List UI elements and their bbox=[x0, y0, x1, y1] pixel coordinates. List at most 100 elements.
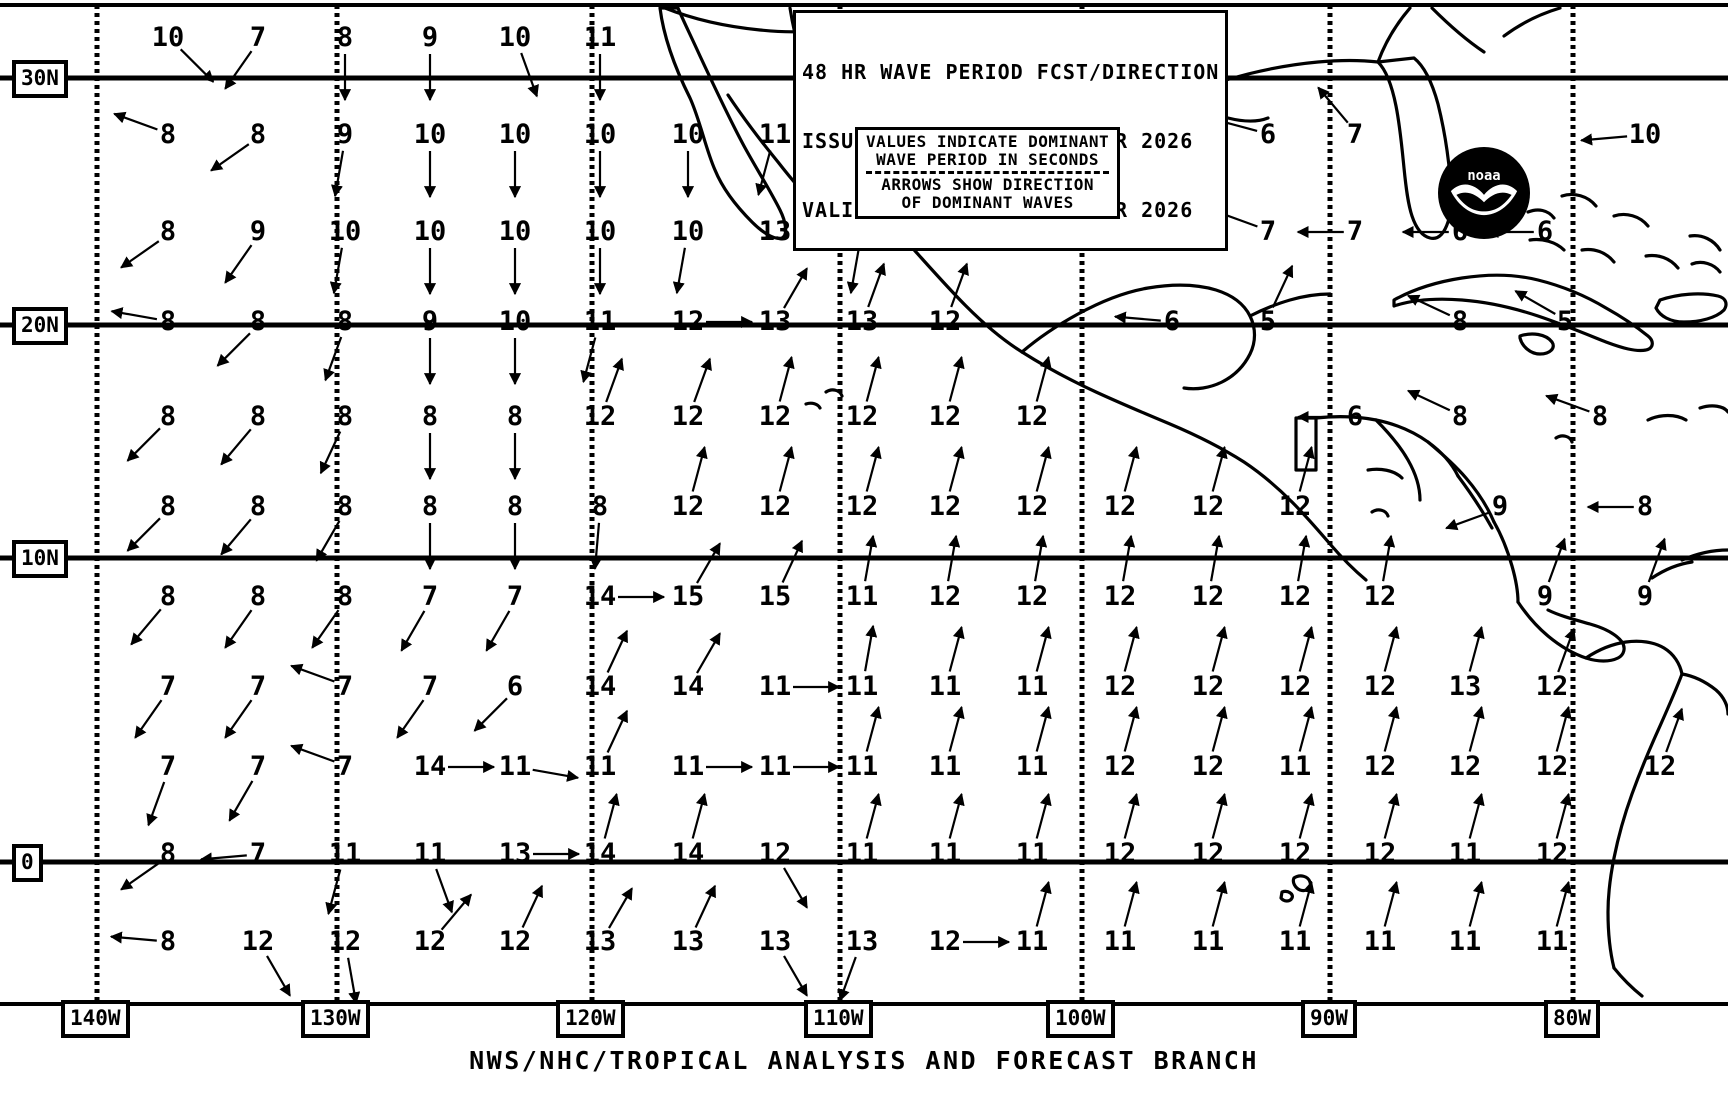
wave-direction-arrow bbox=[1297, 534, 1311, 582]
wave-period-value: 11 bbox=[1536, 926, 1569, 957]
header-title: 48 HR WAVE PERIOD FCST/DIRECTION bbox=[802, 60, 1220, 84]
wave-direction-arrow bbox=[1211, 445, 1228, 492]
wave-direction-arrow bbox=[1211, 625, 1228, 672]
latitude-label-10n: 10N bbox=[12, 540, 68, 578]
wave-point: 12 bbox=[1192, 705, 1228, 782]
wave-direction-arrow bbox=[1122, 534, 1136, 582]
wave-direction-arrow bbox=[864, 624, 878, 672]
wave-point: 12 bbox=[1104, 625, 1140, 702]
wave-point: 11 bbox=[929, 625, 965, 702]
wave-point: 11 bbox=[584, 709, 628, 782]
wave-point: 9 bbox=[331, 119, 353, 198]
wave-period-value: 12 bbox=[1364, 581, 1397, 612]
wave-direction-arrow bbox=[606, 629, 628, 673]
wave-direction-arrow bbox=[865, 355, 882, 402]
wave-point: 12 bbox=[1279, 445, 1315, 522]
latitude-label-20n: 20N bbox=[12, 307, 68, 345]
wave-direction-arrow bbox=[323, 336, 343, 382]
wave-point: 13 bbox=[759, 267, 808, 337]
wave-direction-arrow bbox=[948, 625, 965, 672]
wave-point: 10 bbox=[584, 216, 616, 296]
wave-point: 11 bbox=[584, 22, 616, 102]
latitude-label-30n: 30N bbox=[12, 60, 68, 98]
wave-direction-arrow bbox=[1123, 880, 1140, 927]
wave-period-value: 12 bbox=[1016, 581, 1049, 612]
wave-direction-arrow bbox=[325, 869, 342, 916]
wave-direction-arrow bbox=[485, 610, 511, 652]
wave-point: 10 bbox=[499, 22, 539, 98]
wave-period-value: 8 bbox=[250, 306, 266, 337]
wave-direction-arrow bbox=[606, 709, 628, 753]
wave-period-value: 8 bbox=[160, 581, 176, 612]
wave-period-value: 12 bbox=[1279, 491, 1312, 522]
wave-period-value: 12 bbox=[1644, 751, 1677, 782]
wave-point: 8 bbox=[126, 491, 176, 552]
wave-direction-arrow bbox=[435, 868, 454, 914]
wave-direction-arrow bbox=[950, 262, 969, 308]
svg-text:noaa: noaa bbox=[1467, 168, 1500, 184]
wave-direction-arrow bbox=[672, 247, 686, 295]
wave-period-value: 8 bbox=[250, 491, 266, 522]
wave-direction-arrow bbox=[266, 955, 291, 997]
wave-point: 9 bbox=[1637, 537, 1667, 612]
wave-point: 8 bbox=[337, 22, 353, 102]
wave-period-value: 11 bbox=[1192, 926, 1225, 957]
wave-point: 7 bbox=[290, 663, 353, 702]
wave-period-value: 12 bbox=[929, 401, 962, 432]
wave-point: 11 bbox=[846, 624, 878, 702]
wave-period-value: 11 bbox=[1279, 926, 1312, 957]
wave-point: 11 bbox=[1016, 705, 1052, 782]
wave-period-value: 10 bbox=[584, 119, 617, 150]
wave-period-value: 10 bbox=[672, 119, 705, 150]
wave-period-value: 5 bbox=[1557, 306, 1573, 337]
wave-point: 12 bbox=[1364, 534, 1397, 612]
wave-period-value: 12 bbox=[1104, 671, 1137, 702]
wave-period-value: 7 bbox=[422, 581, 438, 612]
wave-period-value: 9 bbox=[422, 22, 438, 53]
wave-point: 8 bbox=[109, 926, 176, 957]
wave-direction-arrow bbox=[691, 792, 708, 839]
wave-period-value: 8 bbox=[160, 491, 176, 522]
wave-period-value: 12 bbox=[929, 306, 962, 337]
wave-point: 9 bbox=[422, 22, 438, 102]
wave-point: 12 bbox=[1016, 445, 1052, 522]
wave-direction-arrow bbox=[1298, 445, 1315, 492]
wave-point: 8 bbox=[210, 119, 266, 172]
wave-period-value: 10 bbox=[499, 216, 532, 247]
wave-period-value: 12 bbox=[1536, 751, 1569, 782]
wave-direction-arrow bbox=[1035, 880, 1052, 927]
longitude-label-130w: 130W bbox=[301, 1000, 370, 1038]
wave-point: 8 bbox=[113, 111, 176, 150]
wave-point: 12 bbox=[929, 262, 969, 337]
wave-direction-arrow bbox=[199, 852, 247, 865]
wave-point: 12 bbox=[499, 884, 543, 957]
wave-direction-arrow bbox=[865, 445, 882, 492]
wave-direction-arrow bbox=[1123, 625, 1140, 672]
wave-period-value: 14 bbox=[672, 671, 705, 702]
wave-period-value: 8 bbox=[250, 401, 266, 432]
wave-direction-arrow bbox=[1035, 355, 1052, 402]
wave-direction-arrow bbox=[146, 781, 166, 827]
wave-point: 12 bbox=[929, 355, 965, 432]
wave-point: 8 bbox=[323, 306, 353, 382]
wave-point: 8 bbox=[216, 306, 266, 367]
wave-point: 13 bbox=[846, 262, 886, 337]
wave-period-value: 8 bbox=[337, 401, 353, 432]
wave-direction-arrow bbox=[865, 705, 882, 752]
wave-direction-arrow bbox=[948, 445, 965, 492]
wave-direction-arrow bbox=[691, 445, 708, 492]
wave-point: 10 bbox=[499, 216, 532, 296]
wave-point: 12 bbox=[1644, 707, 1684, 782]
wave-period-value: 8 bbox=[1637, 491, 1653, 522]
wave-direction-arrow bbox=[867, 262, 886, 308]
wave-direction-arrow bbox=[948, 355, 965, 402]
wave-point: 7 bbox=[485, 581, 523, 652]
wave-period-value: 11 bbox=[1016, 751, 1049, 782]
wave-period-value: 11 bbox=[759, 671, 792, 702]
wave-point: 8 bbox=[1407, 389, 1468, 432]
wave-point: 11 bbox=[846, 705, 882, 782]
wave-point: 10 bbox=[584, 119, 617, 199]
wave-direction-arrow bbox=[948, 705, 965, 752]
wave-point: 12 bbox=[1449, 705, 1485, 782]
wave-period-value: 13 bbox=[759, 926, 792, 957]
